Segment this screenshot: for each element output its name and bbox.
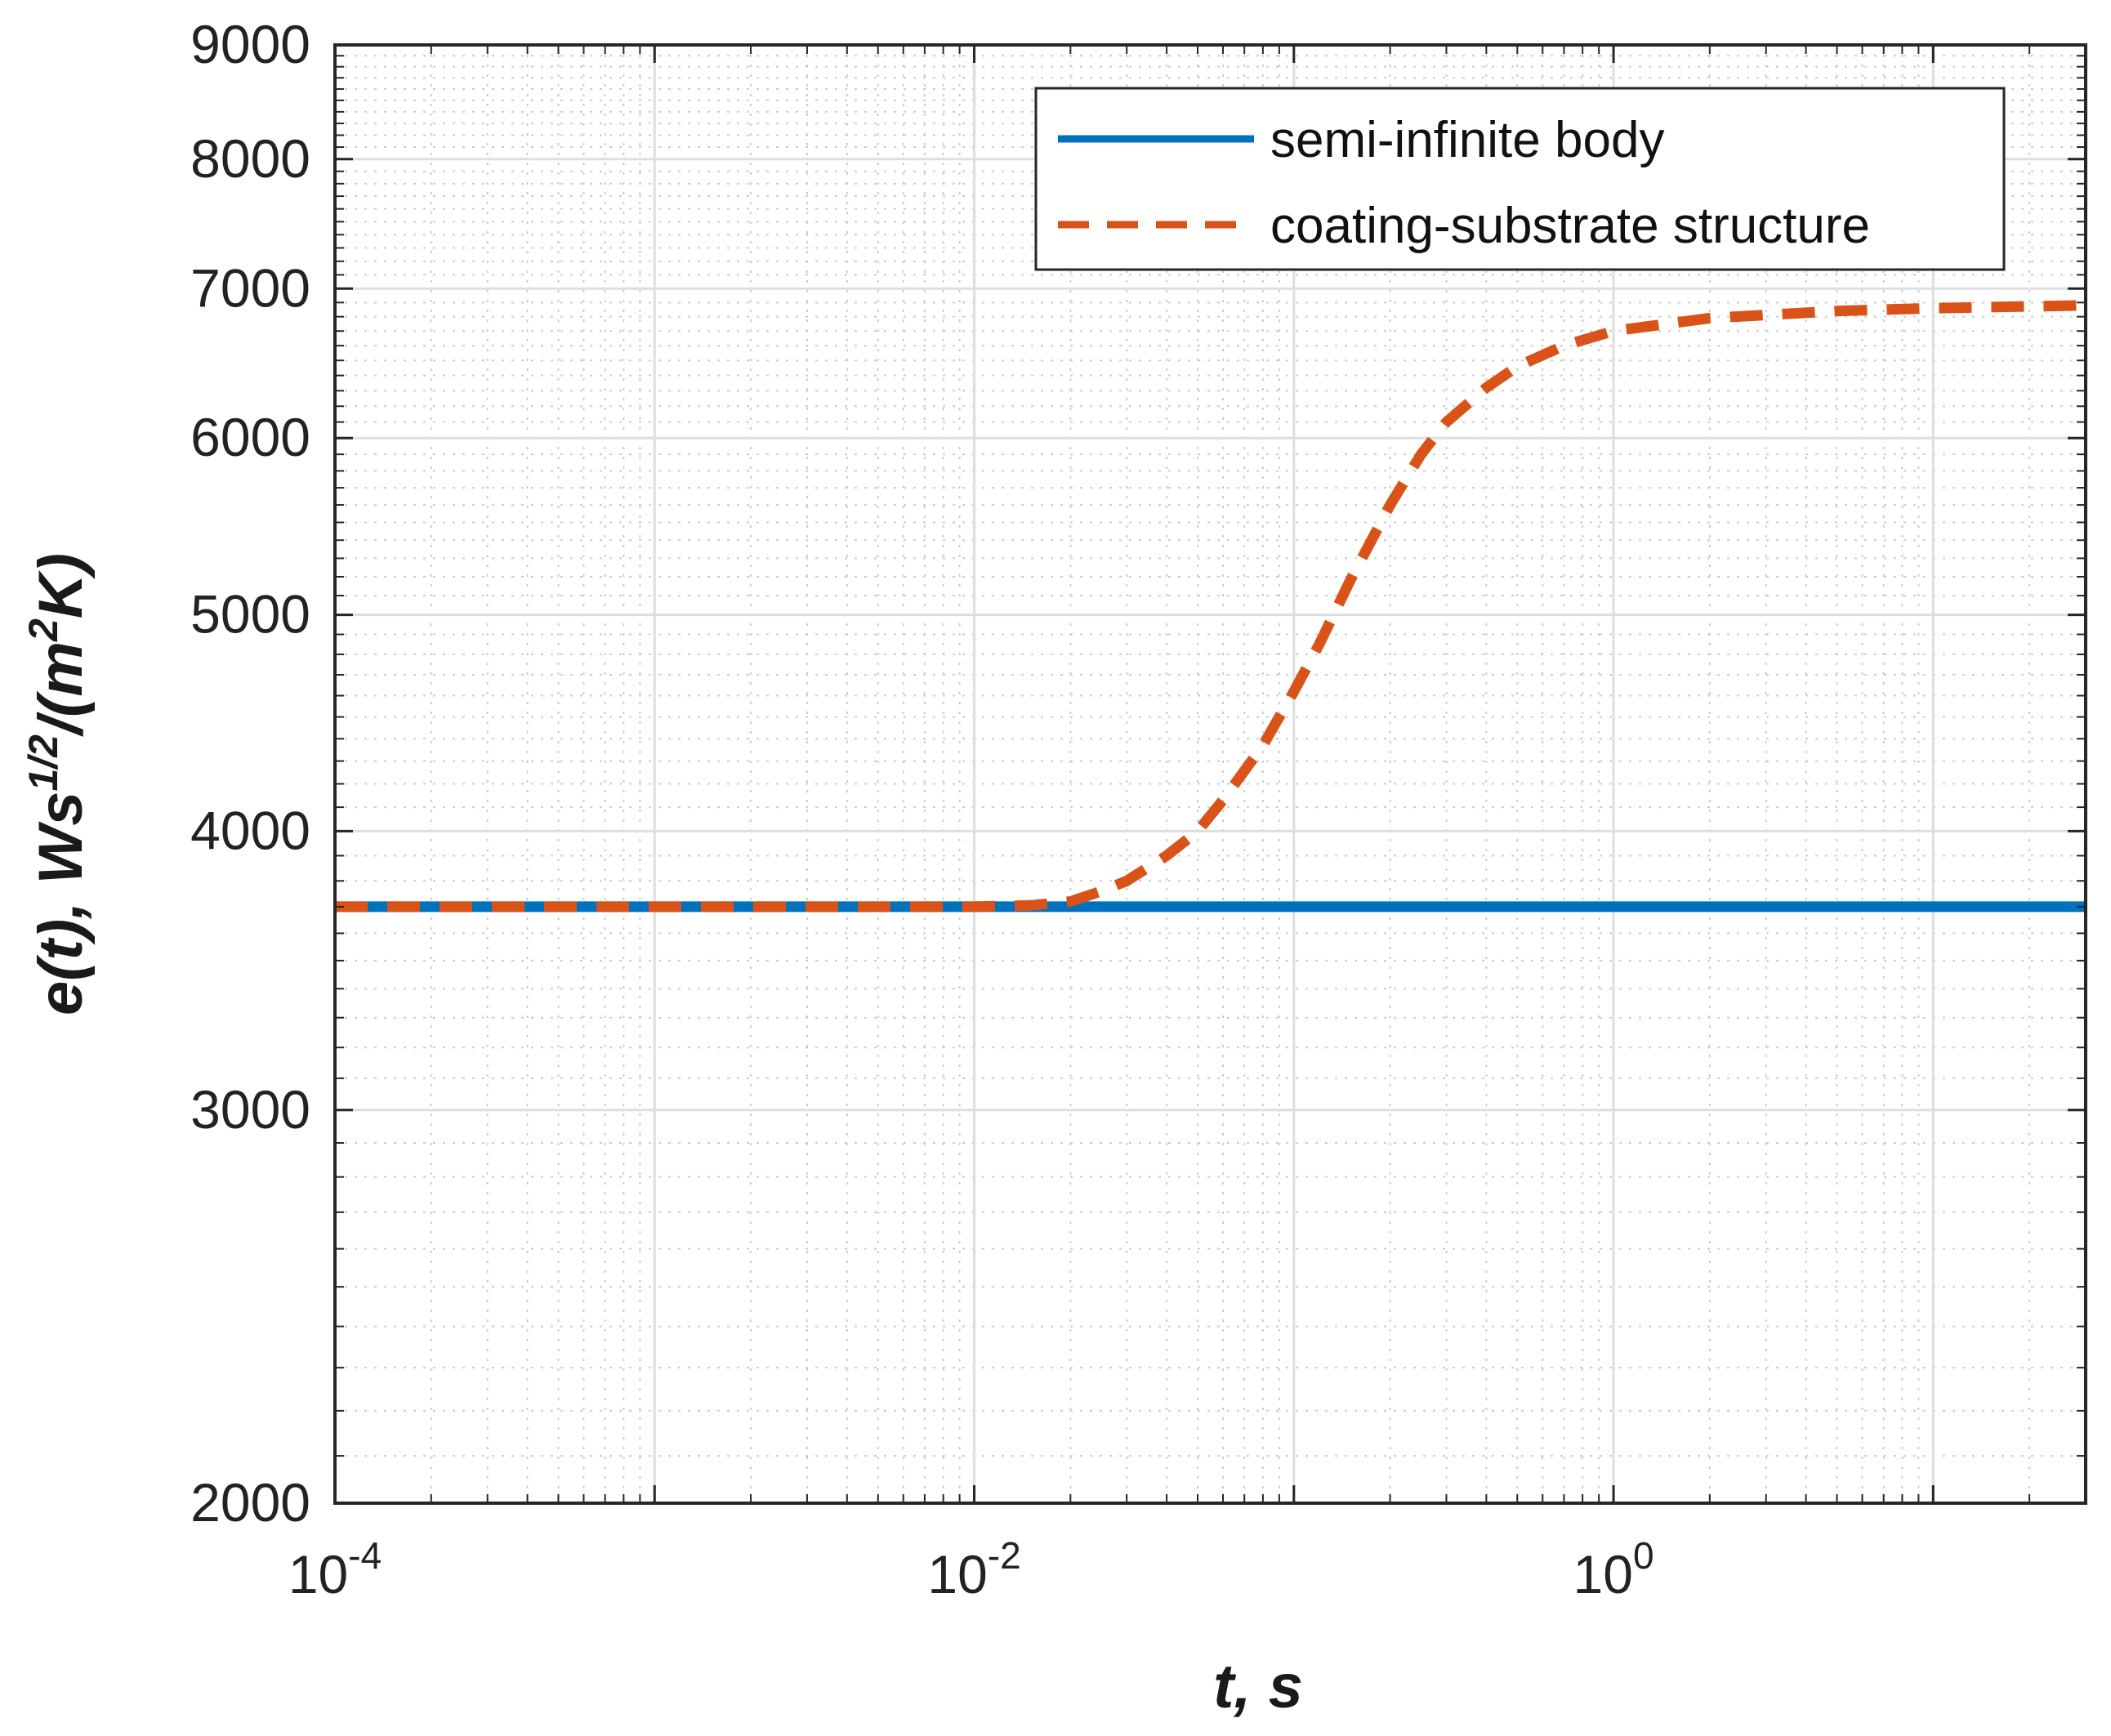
plot-frame xyxy=(333,43,2087,1505)
y-tick-labels: 2000 3000 4000 5000 6000 7000 8000 9000 xyxy=(190,14,310,1533)
x-tick-label: 10-2 xyxy=(927,1534,1020,1604)
x-tick-exponent: -2 xyxy=(988,1534,1021,1577)
series-line-coating-substrate-structure xyxy=(335,300,2086,913)
legend-label-coating-substrate: coating-substrate structure xyxy=(1270,198,1870,254)
legend-label-semi-infinite: semi-infinite body xyxy=(1270,112,1664,168)
y-tick-label: 3000 xyxy=(190,1079,310,1140)
x-tick-label: 100 xyxy=(1573,1534,1654,1604)
y-tick-label: 2000 xyxy=(190,1472,310,1533)
x-tick-exponent: -4 xyxy=(348,1534,382,1577)
x-tick-base: 10 xyxy=(927,1544,987,1604)
y-tick-label: 6000 xyxy=(190,407,310,467)
ticks-layer xyxy=(333,43,2086,1505)
x-tick-label: 10-4 xyxy=(288,1534,382,1604)
legend: semi-infinite body coating-substrate str… xyxy=(1034,87,2006,271)
y-tick-label: 7000 xyxy=(190,257,310,318)
x-tick-exponent: 0 xyxy=(1633,1534,1654,1577)
series-layer xyxy=(335,300,2086,913)
y-tick-label: 5000 xyxy=(190,584,310,645)
y-tick-label: 9000 xyxy=(190,14,310,74)
x-tick-base: 10 xyxy=(288,1544,348,1604)
y-tick-label: 8000 xyxy=(190,128,310,189)
y-tick-label: 4000 xyxy=(190,800,310,860)
x-tick-base: 10 xyxy=(1573,1544,1633,1604)
x-axis-label: t, s xyxy=(1213,1652,1303,1721)
x-tick-labels: 10-4 10-2 100 xyxy=(288,1534,1654,1604)
legend-box xyxy=(1034,87,2006,271)
y-axis-label: e(t), Ws1/2/(m2K) xyxy=(20,553,96,1015)
